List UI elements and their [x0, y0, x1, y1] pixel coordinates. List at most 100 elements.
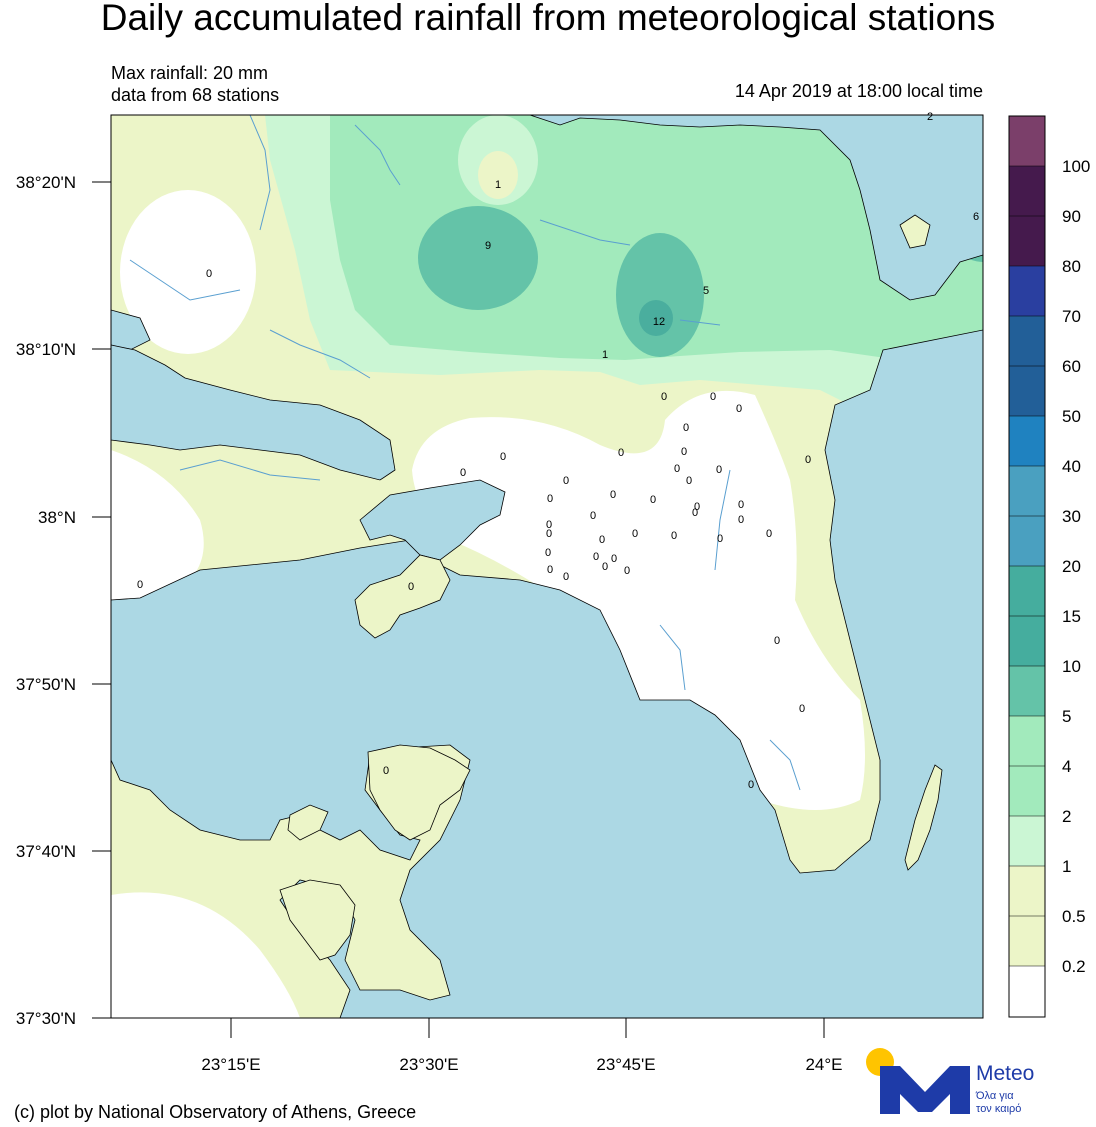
- station-value: 0: [681, 446, 687, 458]
- station-value: 0: [460, 467, 466, 479]
- station-value: 0: [774, 635, 780, 647]
- colorbar-label: 90: [1062, 207, 1081, 226]
- station-value: 0: [408, 581, 414, 593]
- colorbar-swatch: [1009, 316, 1045, 366]
- colorbar: 100 90 80 70 60 50 40 30 20 15 10 5 4 2 …: [1008, 115, 1090, 1018]
- max-rainfall-text: Max rainfall: 20 mm: [111, 63, 269, 83]
- sea-eleusis-bay: [359, 479, 506, 561]
- sea-gulf-north: [529, 115, 983, 301]
- colorbar-label: 20: [1062, 557, 1081, 576]
- station-value: 0: [383, 765, 389, 777]
- rivers: [129, 115, 801, 791]
- station-value: 0: [590, 510, 596, 522]
- tagline-line-2: τον καιρό: [976, 1103, 1022, 1115]
- colorbar-swatch: [1009, 116, 1045, 166]
- lat-label: 37°40'N: [16, 842, 76, 861]
- colorbar-label: 5: [1062, 707, 1071, 726]
- station-count-text: data from 68 stations: [111, 85, 280, 105]
- station-value: 0: [602, 561, 608, 573]
- rainfall-summary: Max rainfall: 20 mm data from 68 station…: [111, 62, 279, 106]
- station-value: 1: [602, 349, 608, 361]
- station-value: 0: [593, 551, 599, 563]
- colorbar-swatch: [1009, 366, 1045, 416]
- map-frame: [110, 114, 984, 1019]
- colorbar-label: 10: [1062, 657, 1081, 676]
- colorbar-label: 30: [1062, 507, 1081, 526]
- colorbar-frame: [1008, 115, 1046, 1018]
- station-value: 0: [563, 571, 569, 583]
- lon-label: 23°45'E: [596, 1055, 655, 1074]
- station-value: 2: [927, 111, 933, 123]
- station-value: 5: [703, 285, 709, 297]
- station-value: 0: [710, 391, 716, 403]
- lat-label: 38°20'N: [16, 173, 76, 192]
- lon-label: 23°15'E: [201, 1055, 260, 1074]
- longitude-axis: 23°15'E 23°30'E 23°45'E 24°E: [201, 1018, 843, 1074]
- makronisos-island: [904, 764, 943, 871]
- meteo-brand-name: Meteo: [976, 1062, 1035, 1085]
- station-value: 12: [653, 316, 665, 328]
- station-value: 0: [748, 779, 754, 791]
- colorbar-label: 1: [1062, 857, 1071, 876]
- station-value: 0: [805, 454, 811, 466]
- tagline-line-1: Όλα για: [976, 1090, 1014, 1102]
- station-value: 0: [716, 464, 722, 476]
- station-value: 0: [546, 528, 552, 540]
- station-values: 1 9 5 12 1 0 0 0 0 0 0 0 0 0 0 0 0 0 0 0…: [137, 111, 979, 791]
- rain-band-5-cell-central: [616, 233, 704, 357]
- station-value: 0: [799, 703, 805, 715]
- station-value: 0: [618, 447, 624, 459]
- station-value: 0: [546, 519, 552, 531]
- credit-text: (c) plot by National Observatory of Athe…: [14, 1102, 417, 1122]
- station-value: 0: [736, 403, 742, 415]
- colorbar-swatch: [1009, 816, 1045, 866]
- rain-band-05-spot: [478, 151, 518, 199]
- colorbar-swatch: [1009, 516, 1045, 566]
- station-value: 0: [766, 528, 772, 540]
- station-value: 0: [674, 463, 680, 475]
- colorbar-label: 0.2: [1062, 957, 1086, 976]
- station-value: 0: [650, 494, 656, 506]
- colorbar-swatch: [1009, 466, 1045, 516]
- station-value: 0: [547, 493, 553, 505]
- meteo-logo[interactable]: Meteo Όλα για τον καιρό: [866, 1048, 1056, 1118]
- colorbar-label: 2: [1062, 807, 1071, 826]
- salamina-island: [354, 554, 451, 639]
- meteo-tagline: Όλα για τον καιρό: [976, 1090, 1021, 1116]
- lat-label: 37°30'N: [16, 1009, 76, 1028]
- colorbar-label: 60: [1062, 357, 1081, 376]
- station-value: 0: [624, 565, 630, 577]
- station-value: 0: [137, 579, 143, 591]
- station-value: 1: [495, 179, 501, 191]
- latitude-axis: 38°20'N 38°10'N 38°N 37°50'N 37°40'N 37°…: [16, 173, 111, 1028]
- dry-zone-south: [111, 892, 300, 1018]
- colorbar-swatch: [1009, 416, 1045, 466]
- colorbar-swatch: [1009, 966, 1045, 1017]
- station-value: 0: [206, 268, 212, 280]
- station-value: 6: [973, 211, 979, 223]
- dry-zone-west: [120, 190, 256, 354]
- map-plot-area: [111, 115, 983, 1018]
- lat-label: 37°50'N: [16, 675, 76, 694]
- colorbar-label: 40: [1062, 457, 1081, 476]
- station-value: 0: [671, 530, 677, 542]
- lon-label: 23°30'E: [399, 1055, 458, 1074]
- sea-corinth-west: [111, 309, 151, 351]
- ne-islet: [899, 214, 931, 249]
- station-value: 0: [694, 501, 700, 513]
- station-value: 0: [563, 475, 569, 487]
- methana-peninsula: [279, 879, 356, 961]
- angistri-island: [287, 804, 329, 841]
- station-value: 0: [500, 451, 506, 463]
- m-letter-icon: [880, 1066, 970, 1114]
- map-title: Daily accumulated rainfall from meteorol…: [100, 0, 996, 38]
- station-value: 0: [738, 499, 744, 511]
- lat-label: 38°10'N: [16, 340, 76, 359]
- colorbar-swatch: [1009, 216, 1045, 266]
- timestamp-text: 14 Apr 2019 at 18:00 local time: [734, 81, 983, 101]
- lat-label: 38°N: [38, 508, 76, 527]
- colorbar-label: 80: [1062, 257, 1081, 276]
- colorbar-swatch: [1009, 716, 1045, 766]
- station-value: 0: [686, 475, 692, 487]
